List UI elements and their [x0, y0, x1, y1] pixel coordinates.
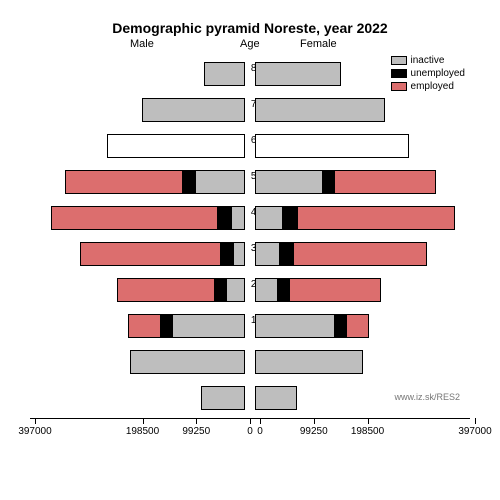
header-age: Age [240, 38, 260, 50]
segment-unemployed [161, 314, 172, 338]
female-bar [255, 314, 369, 338]
age-row: 75 [30, 94, 470, 124]
header-labels: Male Age Female [30, 38, 470, 54]
axis-tick [475, 418, 476, 424]
header-male: Male [130, 38, 154, 50]
segment-employed [297, 206, 455, 230]
female-bar [255, 278, 381, 302]
axis-tick-label: 99250 [300, 426, 328, 437]
segment-inactive [255, 386, 297, 410]
segment-employed [289, 278, 381, 302]
segment-inactive [130, 350, 245, 374]
female-bar [255, 242, 427, 266]
segment-inactive [255, 206, 283, 230]
segment-employed [293, 242, 427, 266]
male-bar [204, 62, 245, 86]
x-axis: 397000198500992500099250198500397000 [30, 418, 470, 458]
chart-title: Demographic pyramid Noreste, year 2022 [30, 20, 470, 36]
axis-tick-label: 0 [247, 426, 253, 437]
axis-tick-label: 198500 [126, 426, 159, 437]
male-bar [130, 350, 245, 374]
axis-tick-label: 0 [257, 426, 263, 437]
age-row: 55 [30, 166, 470, 196]
male-bar [107, 134, 245, 158]
female-bar [255, 350, 363, 374]
segment-inactive [172, 314, 245, 338]
segment-employed [117, 278, 214, 302]
segment-employed [346, 314, 369, 338]
age-row: 5 [30, 346, 470, 376]
male-bar [201, 386, 245, 410]
segment-unemployed [215, 278, 226, 302]
segment-employed [128, 314, 162, 338]
segment-unemployed [280, 242, 293, 266]
segment-employed [65, 170, 183, 194]
male-bar [51, 206, 245, 230]
axis-tick [143, 418, 144, 424]
segment-inactive [255, 62, 341, 86]
segment-inactive [226, 278, 245, 302]
segment-unemployed [283, 206, 297, 230]
female-bar [255, 134, 409, 158]
female-bar [255, 98, 385, 122]
axis-tick-label: 99250 [182, 426, 210, 437]
plot-area: 857565554535251550 [30, 58, 470, 418]
age-row: 65 [30, 130, 470, 160]
axis-tick [368, 418, 369, 424]
segment-inactive [204, 62, 245, 86]
age-row: 85 [30, 58, 470, 88]
age-row: 25 [30, 274, 470, 304]
axis-tick-label: 397000 [458, 426, 491, 437]
segment-inactive [255, 134, 409, 158]
age-row: 45 [30, 202, 470, 232]
male-bar [80, 242, 245, 266]
axis-tick [260, 418, 261, 424]
segment-employed [334, 170, 437, 194]
axis-tick-label: 198500 [351, 426, 384, 437]
segment-inactive [195, 170, 245, 194]
segment-inactive [255, 350, 363, 374]
source-label: www.iz.sk/RES2 [394, 392, 460, 402]
segment-unemployed [323, 170, 334, 194]
segment-inactive [201, 386, 245, 410]
segment-inactive [107, 134, 245, 158]
age-row: 35 [30, 238, 470, 268]
age-row: 15 [30, 310, 470, 340]
segment-inactive [231, 206, 245, 230]
segment-inactive [255, 170, 323, 194]
axis-tick [196, 418, 197, 424]
male-bar [117, 278, 245, 302]
male-bar [128, 314, 246, 338]
axis-tick-label: 397000 [18, 426, 51, 437]
female-bar [255, 206, 455, 230]
segment-unemployed [335, 314, 346, 338]
segment-employed [80, 242, 221, 266]
male-bar [65, 170, 245, 194]
axis-tick [314, 418, 315, 424]
segment-inactive [142, 98, 245, 122]
segment-unemployed [221, 242, 233, 266]
segment-unemployed [278, 278, 289, 302]
demographic-pyramid-chart: Demographic pyramid Noreste, year 2022 M… [30, 20, 470, 460]
segment-inactive [233, 242, 245, 266]
female-bar [255, 170, 436, 194]
segment-unemployed [183, 170, 195, 194]
male-bar [142, 98, 245, 122]
segment-inactive [255, 98, 385, 122]
female-bar [255, 62, 341, 86]
axis-tick [35, 418, 36, 424]
segment-unemployed [218, 206, 231, 230]
axis-tick [250, 418, 251, 424]
segment-employed [51, 206, 218, 230]
header-female: Female [300, 38, 337, 50]
segment-inactive [255, 278, 278, 302]
segment-inactive [255, 242, 280, 266]
segment-inactive [255, 314, 335, 338]
female-bar [255, 386, 297, 410]
